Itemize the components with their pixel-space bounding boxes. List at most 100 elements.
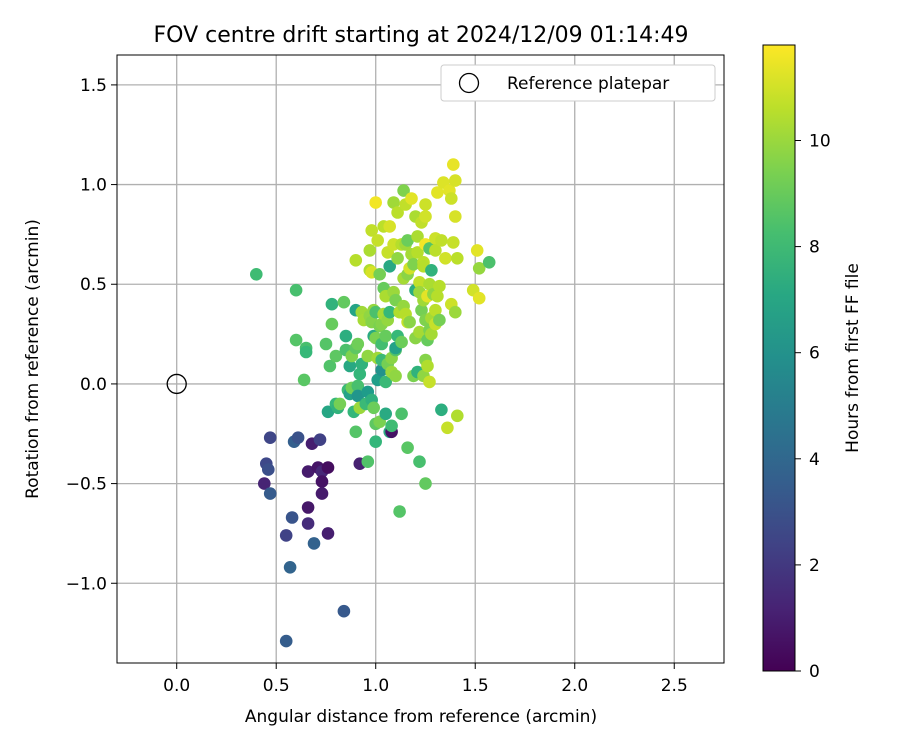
data-point	[389, 369, 402, 383]
data-point	[411, 246, 424, 259]
data-point	[337, 604, 351, 618]
data-point	[383, 220, 397, 233]
data-point	[423, 277, 436, 291]
data-point	[439, 251, 452, 265]
data-point	[301, 517, 315, 530]
data-point	[413, 276, 426, 289]
data-point	[361, 349, 375, 363]
y-axis-label: Rotation from reference (arcmin)	[23, 219, 43, 499]
y-tick-label: 0.0	[80, 375, 107, 395]
x-axis-label: Angular distance from reference (arcmin)	[245, 707, 597, 727]
data-point	[367, 401, 381, 415]
data-point	[411, 230, 424, 243]
data-point	[373, 268, 387, 281]
x-tick-label: 1.5	[462, 676, 489, 696]
data-point	[369, 435, 383, 449]
data-point	[333, 397, 347, 411]
data-point	[285, 511, 299, 524]
colorbar-tick-label: 0	[809, 662, 820, 682]
data-point	[379, 329, 393, 343]
colorbar-tick-label: 4	[809, 450, 820, 470]
x-axis-ticks: 0.0 0.5 1.0 1.5 2.0 2.5	[163, 663, 688, 696]
data-point	[391, 251, 404, 265]
data-point	[401, 441, 414, 455]
data-point	[415, 303, 428, 317]
y-axis-ticks: −1.0 −0.5 0.0 0.5 1.0 1.5	[66, 76, 117, 594]
data-point	[397, 184, 410, 197]
data-point	[405, 192, 418, 205]
data-point	[321, 405, 335, 419]
data-point	[379, 407, 393, 421]
scatter-points	[249, 158, 496, 648]
data-point	[435, 234, 448, 247]
data-point	[379, 375, 393, 389]
data-point	[431, 289, 444, 303]
data-point	[423, 375, 436, 389]
data-point	[289, 333, 303, 347]
colorbar: 0 2 4 6 8 10 Hours from first FF file	[762, 44, 863, 682]
data-point	[299, 345, 313, 359]
data-point	[249, 268, 263, 281]
data-point	[407, 258, 420, 271]
data-point	[313, 433, 327, 447]
data-point	[449, 305, 462, 319]
data-point	[433, 279, 446, 293]
data-point	[329, 349, 343, 363]
data-point	[371, 234, 385, 247]
data-point	[447, 236, 460, 249]
y-tick-label: 1.5	[80, 76, 107, 96]
data-point	[315, 487, 329, 500]
data-point	[289, 283, 303, 297]
data-point	[441, 421, 454, 435]
reference-marker-group	[166, 373, 187, 395]
data-point	[425, 327, 438, 341]
data-point	[387, 196, 400, 209]
plot-area: 0.0 0.5 1.0 1.5 2.0 2.5 −1.0 −0.5 0.0 0.5 1.0 1.5	[66, 54, 725, 696]
data-point	[472, 291, 486, 305]
y-tick-label: 0.5	[80, 275, 107, 295]
data-point	[263, 431, 277, 445]
data-point	[419, 210, 432, 223]
data-point	[297, 373, 311, 387]
data-point	[395, 407, 408, 421]
data-point	[279, 529, 293, 542]
data-point	[291, 431, 305, 445]
data-point	[470, 244, 484, 257]
x-tick-label: 0.5	[263, 676, 290, 696]
legend-reference-label: Reference platepar	[507, 74, 669, 94]
data-point	[419, 477, 432, 490]
data-point	[429, 244, 442, 257]
data-point	[283, 561, 297, 574]
data-point	[351, 337, 365, 351]
data-point	[413, 455, 426, 469]
data-point	[363, 244, 377, 257]
data-point	[393, 505, 406, 518]
data-point	[401, 234, 414, 247]
y-tick-label: 1.0	[80, 176, 107, 196]
data-point	[472, 262, 486, 275]
colorbar-tick-label: 2	[809, 556, 820, 576]
data-point	[337, 295, 351, 309]
data-point	[385, 419, 398, 433]
y-tick-label: −1.0	[66, 574, 107, 594]
data-point	[319, 337, 333, 351]
data-point	[343, 359, 357, 373]
data-point	[395, 335, 408, 349]
data-point	[449, 210, 462, 223]
data-point	[351, 379, 365, 393]
data-point	[365, 224, 379, 237]
colorbar-label: Hours from first FF file	[843, 263, 863, 453]
plot-frame	[116, 54, 725, 664]
data-point	[403, 315, 416, 329]
data-point	[369, 196, 383, 209]
data-point	[433, 313, 446, 327]
data-point	[413, 325, 426, 339]
colorbar-ticks: 0 2 4 6 8 10	[795, 131, 831, 682]
data-point	[449, 174, 462, 187]
data-point	[447, 158, 460, 171]
x-tick-label: 2.5	[661, 676, 688, 696]
colorbar-tick-label: 6	[809, 344, 820, 364]
chart-title: FOV centre drift starting at 2024/12/09 …	[154, 23, 689, 48]
data-point	[445, 192, 458, 205]
data-point	[349, 253, 363, 267]
